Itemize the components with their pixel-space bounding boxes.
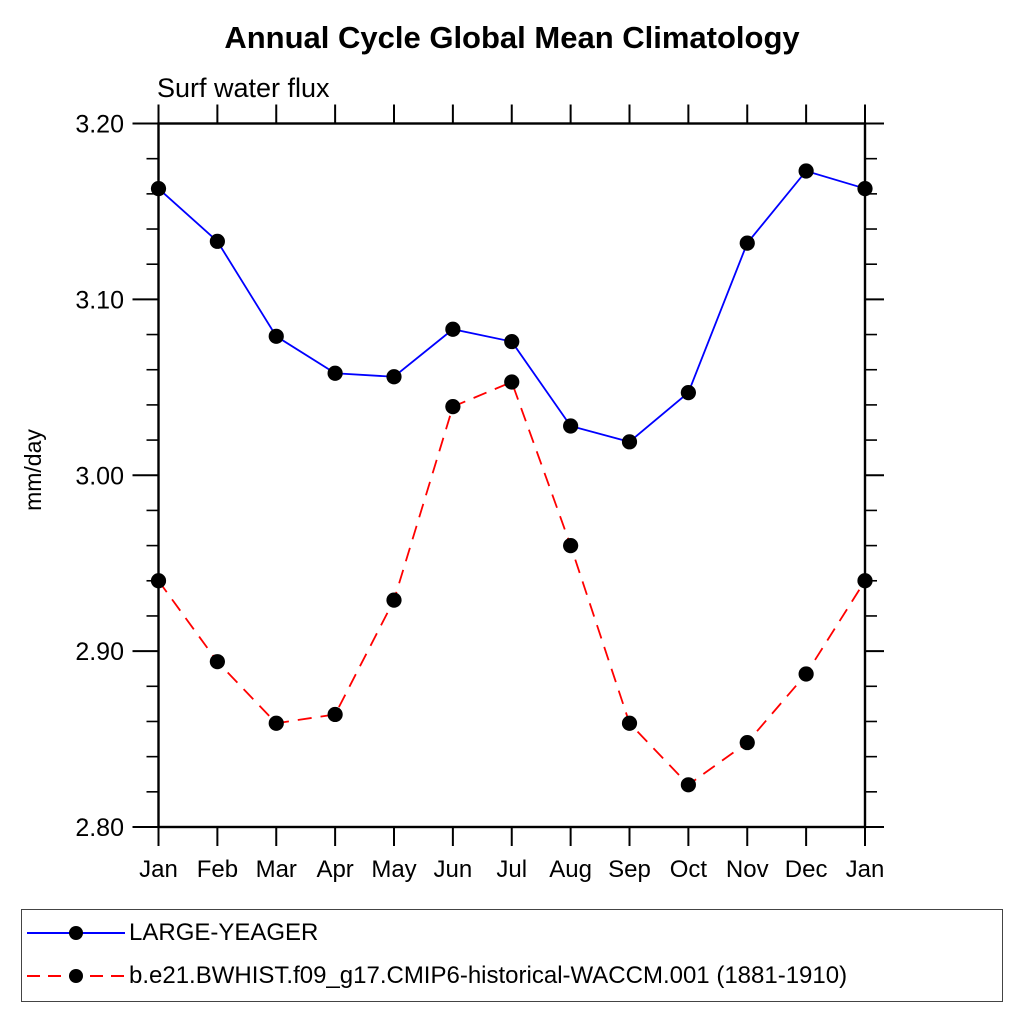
x-axis-tick-label: Jun bbox=[434, 856, 473, 883]
legend-label: LARGE-YEAGER bbox=[129, 919, 319, 946]
y-axis-tick-label: 2.80 bbox=[75, 814, 124, 842]
y-axis-tick-label: 2.90 bbox=[75, 638, 124, 666]
legend-marker-dot bbox=[69, 969, 83, 983]
data-point-marker-series-1 bbox=[504, 333, 520, 350]
legend-entry-large-yeager: LARGE-YEAGER bbox=[27, 918, 318, 948]
x-axis-tick-label: Oct bbox=[670, 856, 708, 883]
x-axis-tick-label: Apr bbox=[316, 856, 353, 883]
legend-line-sample-dashed bbox=[27, 969, 125, 983]
data-point-marker-series-2 bbox=[209, 654, 225, 670]
data-point-marker-series-1 bbox=[445, 321, 461, 337]
x-axis-tick-label: Sep bbox=[608, 856, 651, 883]
legend-label: b.e21.BWHIST.f09_g17.CMIP6-historical-WA… bbox=[129, 962, 848, 989]
chart-title: Annual Cycle Global Mean Climatology bbox=[224, 20, 800, 55]
data-point-marker-series-2 bbox=[857, 573, 873, 589]
data-point-marker-series-1 bbox=[209, 233, 225, 249]
x-axis-tick-label: Aug bbox=[549, 856, 592, 883]
x-axis-tick-label: Jan bbox=[846, 856, 885, 883]
data-point-marker-series-2 bbox=[445, 399, 461, 415]
data-point-marker-series-2 bbox=[739, 734, 755, 751]
legend-line-sample-solid bbox=[27, 926, 125, 940]
series-line-2 bbox=[157, 380, 866, 786]
y-axis-tick-label: 3.20 bbox=[75, 111, 124, 139]
data-point-marker-series-2 bbox=[798, 666, 814, 682]
data-point-marker-series-1 bbox=[621, 434, 638, 450]
data-point-marker-series-1 bbox=[680, 384, 696, 401]
data-point-marker-series-1 bbox=[386, 369, 402, 385]
data-point-marker-series-1 bbox=[739, 235, 755, 251]
x-axis-tick-label: Nov bbox=[726, 856, 769, 883]
legend: LARGE-YEAGER b.e21.BWHIST.f09_g17.CMIP6-… bbox=[21, 909, 1003, 1002]
data-point-marker-series-1 bbox=[857, 180, 873, 197]
data-point-marker-series-1 bbox=[563, 418, 579, 434]
series-line-1 bbox=[157, 169, 866, 443]
data-point-marker-series-1 bbox=[150, 180, 167, 197]
x-axis-tick-label: Feb bbox=[197, 856, 238, 883]
data-point-marker-series-2 bbox=[386, 592, 402, 608]
data-point-marker-series-2 bbox=[621, 715, 638, 731]
data-point-marker-series-1 bbox=[798, 163, 814, 179]
x-axis-tick-label: Mar bbox=[256, 856, 297, 883]
y-axis-tick-label: 3.10 bbox=[75, 286, 124, 314]
x-axis-tick-label: Jan bbox=[139, 856, 178, 883]
y-axis-title: mm/day bbox=[20, 429, 46, 511]
x-axis-tick-label: May bbox=[371, 856, 416, 883]
data-point-marker-series-2 bbox=[680, 777, 696, 793]
data-point-marker-series-1 bbox=[327, 365, 343, 381]
data-point-marker-series-1 bbox=[268, 328, 284, 344]
data-point-marker-series-2 bbox=[327, 706, 343, 723]
data-point-marker-series-2 bbox=[150, 573, 167, 589]
data-point-marker-series-2 bbox=[268, 715, 284, 731]
data-point-marker-series-2 bbox=[563, 538, 579, 554]
legend-marker-dot bbox=[69, 926, 83, 940]
x-axis-tick-label: Dec bbox=[785, 856, 828, 883]
data-point-marker-series-2 bbox=[504, 374, 520, 390]
y-axis-tick-label: 3.00 bbox=[75, 462, 124, 490]
legend-entry-bwhist: b.e21.BWHIST.f09_g17.CMIP6-historical-WA… bbox=[27, 961, 847, 991]
x-axis-tick-label: Jul bbox=[496, 856, 527, 883]
chart-subtitle: Surf water flux bbox=[157, 73, 330, 103]
